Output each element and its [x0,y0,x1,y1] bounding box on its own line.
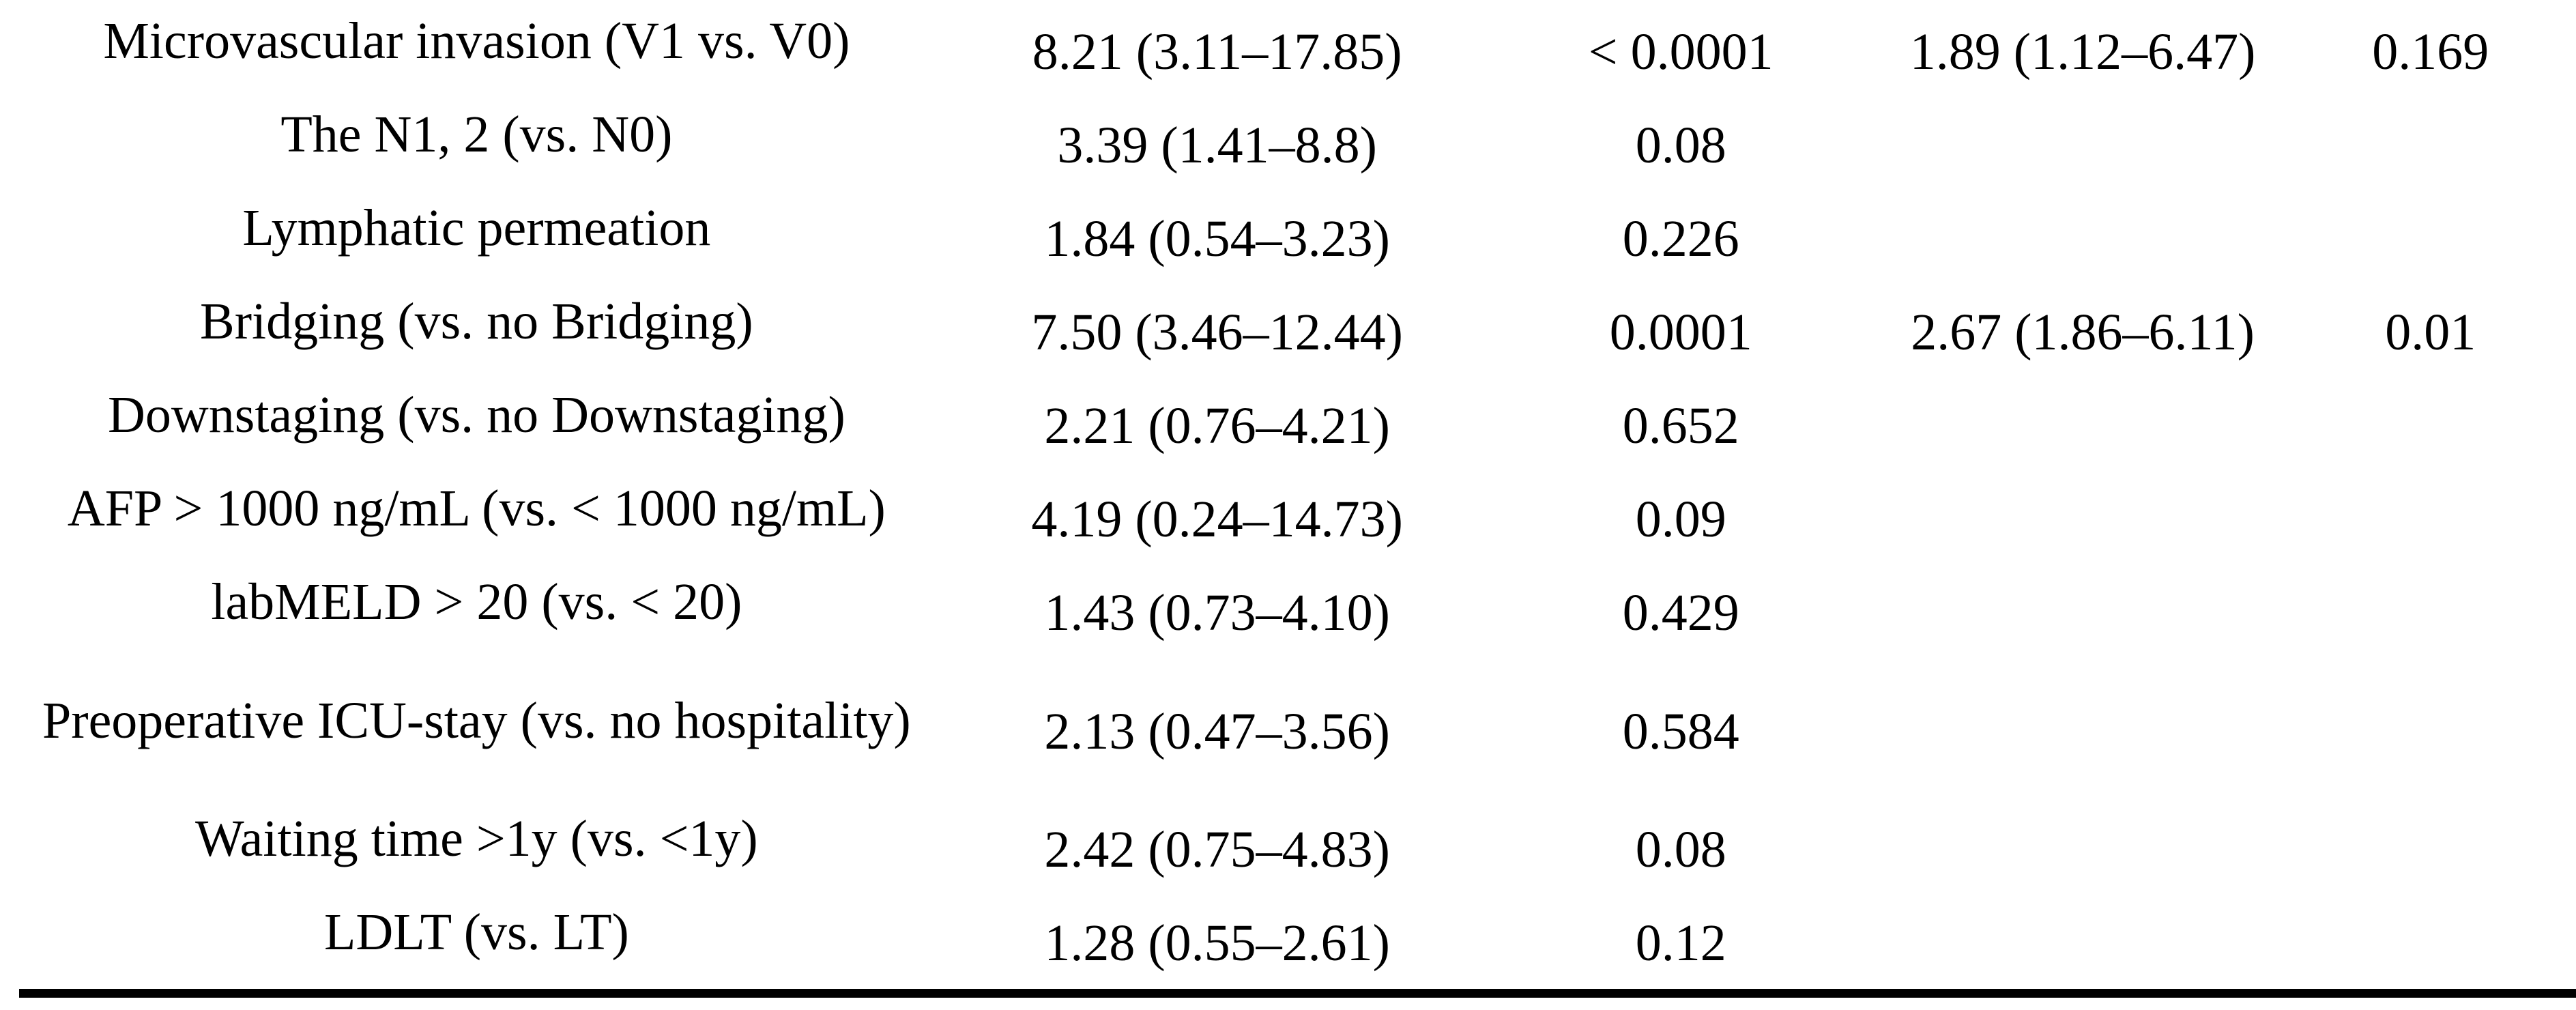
cell-multivariate-p [2285,187,2576,280]
cell-multivariate-hr-ci [1881,467,2285,561]
cell-multivariate-p: 0.169 [2372,23,2489,81]
table-row: Lymphatic permeation 1.84 (0.54–3.23) 0.… [0,187,2576,280]
cell-univariate-p: 0.12 [1635,914,1726,972]
cell-univariate-hr-ci: 2.42 (0.75–4.83) [1044,821,1390,879]
cell-univariate-p: 0.08 [1635,821,1726,879]
cell-variable: labMELD > 20 (vs. < 20) [211,573,742,631]
cell-multivariate-p [2285,93,2576,187]
cell-univariate-hr-ci: 1.43 (0.73–4.10) [1044,584,1390,642]
table-row: LDLT (vs. LT) 1.28 (0.55–2.61) 0.12 [0,891,2576,985]
cell-univariate-hr-ci: 3.39 (1.41–8.8) [1057,117,1377,175]
table-bottom-rule [19,989,2576,998]
table-row: Waiting time >1y (vs. <1y) 2.42 (0.75–4.… [0,798,2576,891]
cell-univariate-p: < 0.0001 [1588,23,1774,81]
cell-multivariate-hr-ci [1881,561,2285,654]
cell-variable: LDLT (vs. LT) [323,904,629,962]
cell-univariate-hr-ci: 1.84 (0.54–3.23) [1044,210,1390,268]
cell-multivariate-p: 0.01 [2385,304,2476,362]
cell-univariate-p: 0.652 [1622,397,1739,455]
cell-variable: Waiting time >1y (vs. <1y) [195,810,758,868]
cell-univariate-hr-ci: 8.21 (3.11–17.85) [1032,23,1402,81]
cell-variable: Preoperative ICU-stay (vs. no hospitalit… [42,691,911,749]
cell-univariate-p: 0.09 [1635,491,1726,549]
cell-multivariate-hr-ci [1881,374,2285,467]
table-row: AFP > 1000 ng/mL (vs. < 1000 ng/mL) 4.19… [0,467,2576,561]
cell-univariate-hr-ci: 2.21 (0.76–4.21) [1044,397,1390,455]
cell-multivariate-p [2285,654,2576,798]
cell-univariate-hr-ci: 7.50 (3.46–12.44) [1031,304,1403,362]
cell-variable: Bridging (vs. no Bridging) [200,293,753,351]
cell-univariate-p: 0.429 [1622,584,1739,642]
table-row: Microvascular invasion (V1 vs. V0) 8.21 … [0,0,2576,93]
cell-univariate-hr-ci: 1.28 (0.55–2.61) [1044,914,1390,972]
table-row: The N1, 2 (vs. N0) 3.39 (1.41–8.8) 0.08 [0,93,2576,187]
cell-variable: AFP > 1000 ng/mL (vs. < 1000 ng/mL) [67,480,886,538]
cell-univariate-hr-ci: 2.13 (0.47–3.56) [1044,702,1390,760]
cell-variable: Downstaging (vs. no Downstaging) [107,386,845,444]
cell-multivariate-hr-ci [1881,798,2285,891]
cell-univariate-p: 0.0001 [1609,304,1752,362]
cell-multivariate-hr-ci: 2.67 (1.86–6.11) [1911,304,2255,362]
cell-multivariate-p [2285,467,2576,561]
cell-univariate-p: 0.584 [1622,702,1739,760]
cell-multivariate-p [2285,561,2576,654]
cell-multivariate-hr-ci [1881,891,2285,985]
table-row: Bridging (vs. no Bridging) 7.50 (3.46–12… [0,280,2576,374]
cell-variable: Lymphatic permeation [242,199,711,257]
table-row: labMELD > 20 (vs. < 20) 1.43 (0.73–4.10)… [0,561,2576,654]
cell-multivariate-hr-ci [1881,93,2285,187]
cell-multivariate-hr-ci [1881,187,2285,280]
cell-variable: The N1, 2 (vs. N0) [280,106,673,164]
cox-regression-table: Microvascular invasion (V1 vs. V0) 8.21 … [0,0,2576,985]
cell-univariate-p: 0.08 [1635,117,1726,175]
table-row: Preoperative ICU-stay (vs. no hospitalit… [0,654,2576,798]
cell-multivariate-hr-ci: 1.89 (1.12–6.47) [1909,23,2256,81]
table-row: Downstaging (vs. no Downstaging) 2.21 (0… [0,374,2576,467]
cell-multivariate-p [2285,891,2576,985]
cell-multivariate-p [2285,374,2576,467]
cell-multivariate-p [2285,798,2576,891]
cell-univariate-p: 0.226 [1622,210,1739,268]
cell-univariate-hr-ci: 4.19 (0.24–14.73) [1031,491,1403,549]
cell-multivariate-hr-ci [1881,654,2285,798]
cell-variable: Microvascular invasion (V1 vs. V0) [103,12,850,70]
